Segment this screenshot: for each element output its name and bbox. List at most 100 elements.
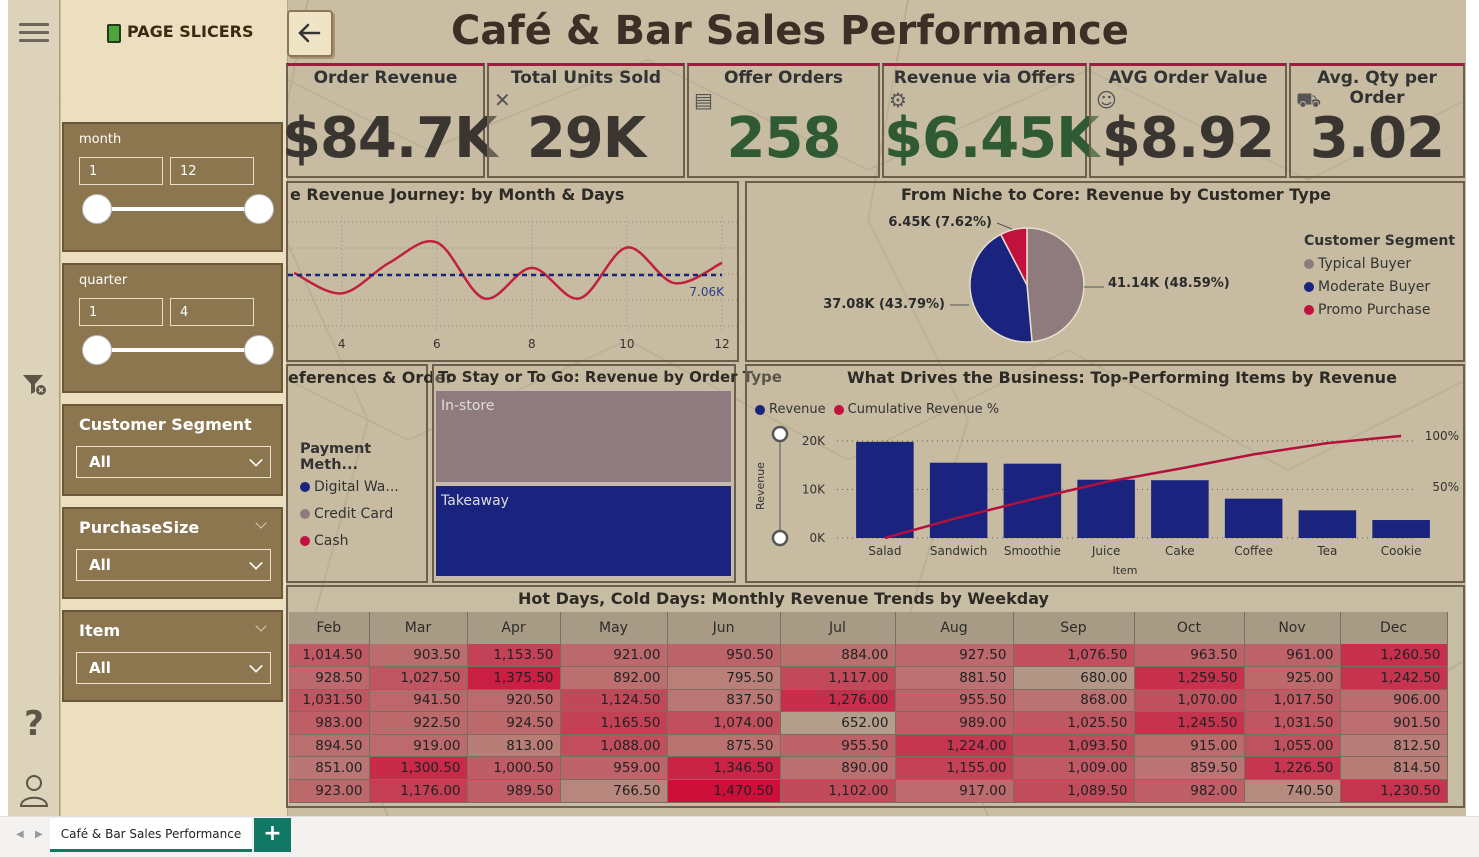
heatmap-cell[interactable]: 875.50 [667, 734, 781, 758]
column-header[interactable]: Feb [289, 612, 370, 644]
heatmap-cell[interactable]: 915.00 [1134, 734, 1245, 758]
payment-panel[interactable]: eferences & Order Payment Meth... Digita… [286, 364, 453, 583]
kpi-order-revenue[interactable]: Order Revenue $84.7K [282, 63, 498, 178]
legend-item[interactable]: Credit Card [300, 506, 426, 522]
heatmap-cell[interactable]: 1,224.00 [895, 734, 1014, 758]
heatmap-cell[interactable]: 906.00 [1340, 689, 1448, 713]
legend-item[interactable]: Digital Wa... [300, 479, 426, 495]
heatmap-cell[interactable]: 928.50 [289, 666, 370, 690]
heatmap-cell[interactable]: 950.50 [667, 644, 781, 668]
heatmap-cell[interactable]: 813.00 [467, 734, 561, 758]
heatmap-cell[interactable]: 1,031.50 [1244, 711, 1341, 735]
heatmap-cell[interactable]: 892.00 [560, 666, 668, 690]
customer-segment-dropdown[interactable]: All [76, 446, 271, 478]
menu-icon[interactable] [16, 14, 52, 50]
heatmap-cell[interactable]: 851.00 [289, 756, 370, 781]
heatmap-cell[interactable]: 766.50 [560, 779, 668, 803]
next-page-icon[interactable]: ▶ [35, 829, 43, 840]
heatmap-cell[interactable]: 1,000.50 [467, 756, 561, 781]
item-dropdown[interactable]: All [76, 652, 271, 684]
column-header[interactable]: Jul [780, 612, 896, 644]
heatmap-cell[interactable]: 1,009.00 [1013, 756, 1135, 781]
heatmap-cell[interactable]: 1,153.50 [467, 644, 561, 668]
heatmap-cell[interactable]: 1,124.50 [560, 689, 668, 713]
heatmap-cell[interactable]: 989.50 [467, 779, 561, 803]
heatmap-cell[interactable]: 920.50 [467, 689, 561, 713]
legend-item[interactable]: Cash [300, 533, 426, 549]
heatmap-cell[interactable]: 982.00 [1134, 779, 1245, 803]
heatmap-cell[interactable]: 1,031.50 [289, 689, 370, 713]
heatmap-cell[interactable]: 922.50 [369, 711, 468, 735]
heatmap-cell[interactable]: 837.50 [667, 689, 781, 713]
heatmap-cell[interactable]: 1,230.50 [1340, 779, 1448, 803]
heatmap-cell[interactable]: 814.50 [1340, 756, 1448, 781]
heatmap-cell[interactable]: 859.50 [1134, 756, 1245, 781]
heatmap-cell[interactable]: 740.50 [1244, 779, 1341, 803]
column-header[interactable]: Sep [1013, 612, 1135, 644]
heatmap-cell[interactable]: 884.00 [780, 644, 896, 668]
heatmap-cell[interactable]: 1,242.50 [1340, 666, 1448, 690]
heatmap-cell[interactable]: 927.50 [895, 644, 1014, 668]
heatmap-cell[interactable]: 963.50 [1134, 644, 1245, 668]
heatmap-cell[interactable]: 901.50 [1340, 711, 1448, 735]
customer-type-panel[interactable]: From Niche to Core: Revenue by Customer … [745, 181, 1465, 362]
heatmap-cell[interactable]: 812.50 [1340, 734, 1448, 758]
heatmap-cell[interactable]: 903.50 [369, 644, 468, 668]
tab-cafe-bar-sales[interactable]: Café & Bar Sales Performance [50, 818, 252, 852]
heatmap-cell[interactable]: 1,093.50 [1013, 734, 1135, 758]
expand-chevron-icon[interactable] [255, 517, 267, 529]
column-header[interactable]: Aug [895, 612, 1014, 644]
expand-chevron-icon[interactable] [255, 620, 267, 632]
add-page-button[interactable]: + [254, 818, 291, 852]
legend-item[interactable]: Cumulative Revenue % [833, 402, 999, 417]
heatmap-cell[interactable]: 1,176.00 [369, 779, 468, 803]
column-header[interactable]: Jun [667, 612, 781, 644]
month-max-handle[interactable] [244, 194, 274, 224]
heatmap-cell[interactable]: 1,070.00 [1134, 689, 1245, 713]
heatmap-cell[interactable]: 652.00 [780, 711, 896, 735]
heatmap-cell[interactable]: 1,375.50 [467, 666, 561, 690]
heatmap-cell[interactable]: 1,014.50 [289, 644, 370, 668]
kpi-offer-orders[interactable]: ▤ Offer Orders 258 [687, 63, 880, 178]
kpi-avg-qty[interactable]: ⛟ Avg. Qty per Order 3.02 [1289, 63, 1465, 178]
heatmap-cell[interactable]: 1,076.50 [1013, 644, 1135, 668]
heatmap-cell[interactable]: 890.00 [780, 756, 896, 781]
month-min-input[interactable]: 1 [79, 157, 163, 185]
heatmap-cell[interactable]: 1,155.00 [895, 756, 1014, 781]
month-max-input[interactable]: 12 [170, 157, 254, 185]
column-header[interactable]: May [560, 612, 668, 644]
column-header[interactable]: Nov [1244, 612, 1341, 644]
heatmap-cell[interactable]: 1,260.50 [1340, 644, 1448, 668]
takeaway-segment[interactable]: Takeaway [435, 485, 732, 577]
heatmap-cell[interactable]: 868.00 [1013, 689, 1135, 713]
heatmap-cell[interactable]: 894.50 [289, 734, 370, 758]
heatmap-cell[interactable]: 955.50 [895, 689, 1014, 713]
quarter-max-input[interactable]: 4 [170, 298, 254, 326]
legend-item[interactable]: Promo Purchase [1304, 302, 1455, 318]
heatmap-cell[interactable]: 919.00 [369, 734, 468, 758]
heatmap-cell[interactable]: 1,259.50 [1134, 666, 1245, 690]
heatmap-cell[interactable]: 795.50 [667, 666, 781, 690]
heatmap-cell[interactable]: 1,025.50 [1013, 711, 1135, 735]
heatmap-cell[interactable]: 941.50 [369, 689, 468, 713]
heatmap-cell[interactable]: 961.00 [1244, 644, 1341, 668]
column-header[interactable]: Apr [467, 612, 561, 644]
heatmap-cell[interactable]: 1,470.50 [667, 779, 781, 803]
heatmap-cell[interactable]: 989.00 [895, 711, 1014, 735]
clear-filter-icon[interactable] [16, 366, 52, 402]
kpi-avg-order-value[interactable]: ☺ AVG Order Value $8.92 [1089, 63, 1287, 178]
in-store-segment[interactable]: In-store [435, 390, 732, 483]
collapse-slicers-button[interactable] [287, 10, 333, 57]
month-min-handle[interactable] [82, 194, 112, 224]
heatmap-cell[interactable]: 1,102.00 [780, 779, 896, 803]
heatmap-cell[interactable]: 1,055.00 [1244, 734, 1341, 758]
heatmap-cell[interactable]: 1,089.50 [1013, 779, 1135, 803]
quarter-min-handle[interactable] [82, 335, 112, 365]
heatmap-cell[interactable]: 917.00 [895, 779, 1014, 803]
prev-page-icon[interactable]: ◀ [16, 829, 24, 840]
heatmap-cell[interactable]: 921.00 [560, 644, 668, 668]
top-items-panel[interactable]: What Drives the Business: Top-Performing… [745, 364, 1465, 583]
heatmap-cell[interactable]: 1,074.00 [667, 711, 781, 735]
help-icon[interactable]: ? [24, 704, 44, 744]
purchase-size-dropdown[interactable]: All [76, 549, 271, 581]
